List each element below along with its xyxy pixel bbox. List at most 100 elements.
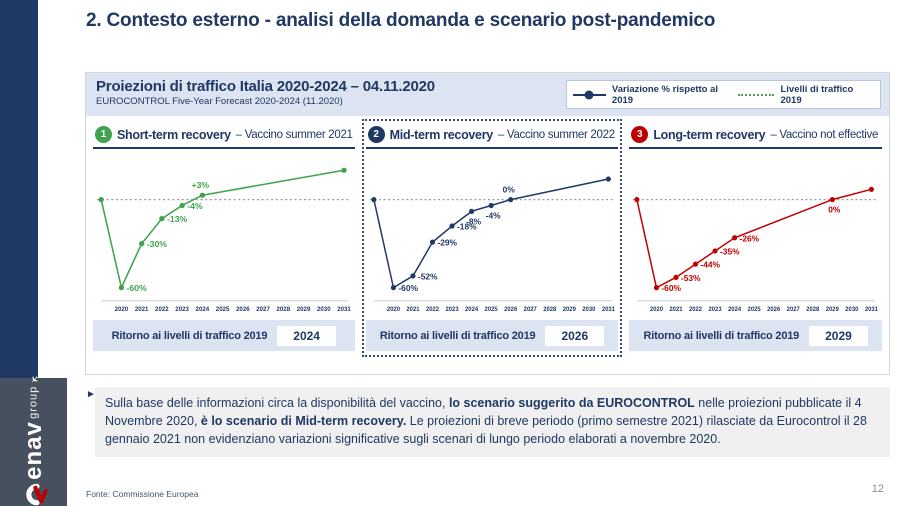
enav-logo-icon: [25, 484, 48, 506]
return-year-value: 2029: [809, 325, 868, 346]
scenario-subtitle: – Vaccino summer 2022: [497, 128, 615, 141]
svg-text:2028: 2028: [807, 307, 821, 313]
svg-text:2020: 2020: [387, 307, 401, 313]
svg-text:2028: 2028: [276, 306, 290, 313]
page-number: 12: [871, 483, 884, 495]
svg-text:2026: 2026: [236, 306, 250, 313]
svg-text:-13%: -13%: [167, 214, 188, 224]
svg-text:2021: 2021: [135, 306, 149, 313]
svg-text:2030: 2030: [317, 306, 331, 313]
legend-label: Variazione % rispetto al 2019: [611, 83, 719, 106]
scenario-header: 2 Mid-term recovery – Vaccino summer 202…: [365, 123, 619, 149]
svg-text:2027: 2027: [787, 307, 801, 313]
svg-text:2028: 2028: [543, 307, 557, 313]
svg-text:-35%: -35%: [720, 246, 740, 256]
svg-text:2031: 2031: [337, 306, 351, 313]
scenario-long-term: 3 Long-term recovery – Vaccino not effec…: [625, 119, 886, 357]
scenario-short-term: 1 Short-term recovery – Vaccino summer 2…: [89, 119, 359, 357]
return-year-value: 2026: [545, 325, 605, 346]
svg-text:2027: 2027: [523, 307, 537, 313]
line-dot-swatch-icon: [573, 90, 606, 99]
brand-name: enav: [19, 420, 47, 480]
svg-text:2020: 2020: [115, 306, 129, 313]
svg-text:2027: 2027: [256, 306, 270, 313]
svg-text:2029: 2029: [562, 307, 576, 313]
svg-text:2030: 2030: [846, 307, 860, 313]
svg-text:-18%: -18%: [457, 221, 477, 231]
enav-brand-block: enav group ✈: [0, 371, 67, 506]
svg-text:2022: 2022: [155, 306, 169, 313]
return-to-2019-bar: Ritorno ai livelli di traffico 2019 2029: [629, 320, 882, 351]
svg-text:2031: 2031: [865, 307, 879, 313]
source-caption: Fonte: Commissione Europea: [86, 489, 199, 499]
scenario-subtitle: – Vaccino not effective: [770, 128, 879, 141]
svg-text:-52%: -52%: [418, 271, 438, 281]
scenario-subtitle: – Vaccino summer 2021: [235, 128, 353, 141]
svg-text:2023: 2023: [709, 307, 723, 313]
svg-text:-60%: -60%: [662, 283, 682, 293]
scenario-title: Short-term recovery: [117, 127, 231, 142]
panel-title: Proiezioni di traffico Italia 2020-2024 …: [96, 78, 435, 95]
commentary-note: Sulla base delle informazioni circa la d…: [95, 387, 890, 458]
return-to-2019-bar: Ritorno ai livelli di traffico 2019 2026: [365, 320, 619, 351]
scenario-header: 3 Long-term recovery – Vaccino not effec…: [629, 123, 882, 149]
svg-text:2031: 2031: [601, 307, 615, 313]
scenario-title: Mid-term recovery: [389, 127, 494, 142]
svg-text:2025: 2025: [484, 307, 498, 313]
scenario-number-badge: 2: [367, 126, 385, 143]
svg-text:-60%: -60%: [398, 283, 418, 293]
svg-text:2021: 2021: [406, 307, 420, 313]
svg-text:2022: 2022: [689, 307, 703, 313]
airplane-icon: ✈: [25, 370, 41, 387]
dotted-line-swatch-icon: [737, 93, 775, 96]
legend-item-livelli: Livelli di traffico 2019: [737, 83, 874, 106]
scenario-header: 1 Short-term recovery – Vaccino summer 2…: [93, 123, 355, 149]
svg-text:2024: 2024: [465, 307, 479, 313]
line-chart-mid-term: 2020 2021 2022 2023 2024 2025 2026 2027 2028 2029…: [369, 176, 615, 313]
svg-text:2025: 2025: [216, 306, 230, 313]
svg-text:2022: 2022: [426, 307, 440, 313]
svg-text:-29%: -29%: [437, 238, 457, 248]
svg-text:2024: 2024: [728, 307, 742, 313]
scenario-row: 1 Short-term recovery – Vaccino summer 2…: [86, 116, 889, 357]
legend-label: Livelli di traffico 2019: [780, 83, 854, 106]
svg-text:-4%: -4%: [187, 201, 203, 211]
legend-item-variazione: Variazione % rispetto al 2019: [573, 84, 738, 106]
svg-text:2023: 2023: [445, 307, 459, 313]
svg-text:2026: 2026: [504, 307, 518, 313]
svg-text:2025: 2025: [748, 307, 762, 313]
svg-text:2029: 2029: [297, 306, 311, 313]
scenario-mid-term: 2 Mid-term recovery – Vaccino summer 202…: [361, 119, 623, 357]
line-chart-short-term: 2020 2021 2022 2023 2024 2025 2026 2027 2028 2029…: [97, 167, 351, 313]
scenario-title: Long-term recovery: [653, 127, 766, 142]
return-label: Ritorno ai livelli di traffico 2019: [643, 329, 800, 342]
svg-text:2021: 2021: [670, 307, 684, 313]
chart-legend: Variazione % rispetto al 2019 Livelli di…: [566, 80, 881, 109]
svg-text:-26%: -26%: [740, 233, 760, 243]
svg-text:2029: 2029: [826, 307, 840, 313]
return-label: Ritorno ai livelli di traffico 2019: [379, 329, 536, 342]
svg-text:-8%: -8%: [466, 216, 481, 226]
return-to-2019-bar: Ritorno ai livelli di traffico 2019 2024: [93, 320, 355, 351]
svg-text:-44%: -44%: [701, 260, 721, 270]
svg-text:-53%: -53%: [681, 273, 701, 283]
svg-text:0%: 0%: [829, 205, 842, 215]
svg-text:2020: 2020: [650, 307, 664, 313]
svg-text:0%: 0%: [502, 184, 515, 194]
panel-header: Proiezioni di traffico Italia 2020-2024 …: [86, 73, 889, 116]
page-title: 2. Contesto esterno - analisi della doma…: [86, 10, 716, 31]
svg-text:-4%: -4%: [485, 211, 500, 221]
brand-subname: group: [27, 385, 39, 419]
svg-text:-60%: -60%: [127, 283, 148, 293]
forecast-panel: Proiezioni di traffico Italia 2020-2024 …: [85, 72, 890, 375]
svg-text:2024: 2024: [196, 306, 210, 313]
return-label: Ritorno ai livelli di traffico 2019: [111, 329, 268, 342]
scenario-number-badge: 1: [95, 126, 112, 143]
svg-text:2030: 2030: [582, 307, 596, 313]
note-bullet-icon: ►: [86, 389, 96, 400]
panel-subtitle: EUROCONTROL Five-Year Forecast 2020-2024…: [96, 96, 343, 107]
svg-text:2023: 2023: [175, 306, 189, 313]
svg-text:+3%: +3%: [192, 180, 210, 190]
left-accent-bar: [0, 0, 38, 378]
